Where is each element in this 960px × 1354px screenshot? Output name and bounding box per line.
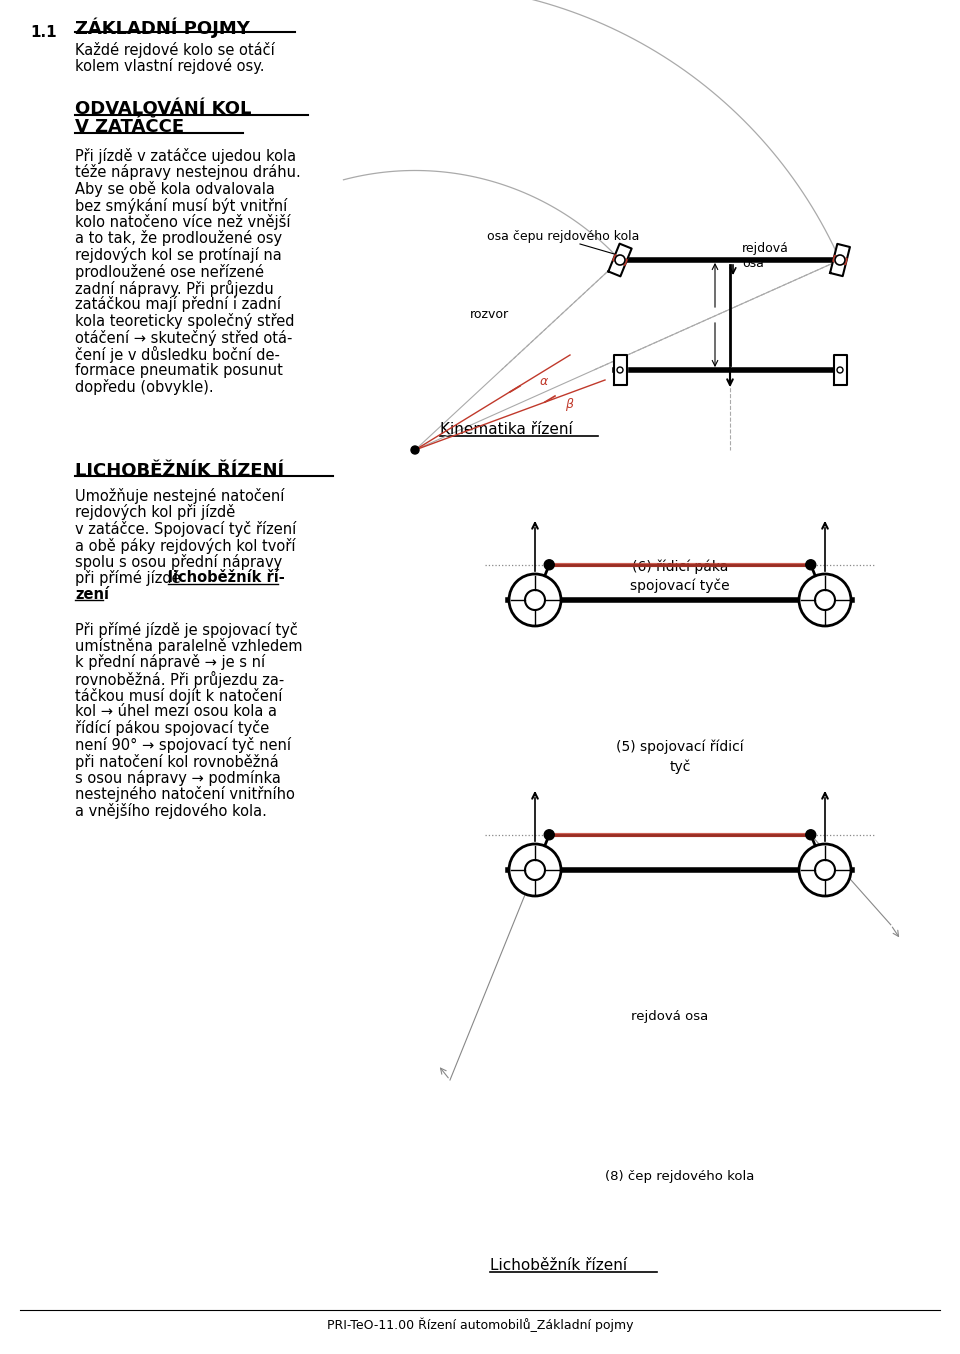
Text: a to tak, že prodloužené osy: a to tak, že prodloužené osy — [75, 230, 282, 246]
Circle shape — [509, 844, 561, 896]
Text: rozvor: rozvor — [470, 309, 509, 321]
Circle shape — [805, 559, 816, 570]
Text: rejdová osa: rejdová osa — [632, 1010, 708, 1024]
Text: kolem vlastní rejdové osy.: kolem vlastní rejdové osy. — [75, 58, 265, 74]
Text: Umožňuje nestejné natočení: Umožňuje nestejné natočení — [75, 487, 284, 504]
Text: zení: zení — [75, 588, 109, 603]
Text: při natočení kol rovnoběžná: při natočení kol rovnoběžná — [75, 753, 278, 769]
Text: PRI-TeO-11.00 Řízení automobilů_Základní pojmy: PRI-TeO-11.00 Řízení automobilů_Základní… — [326, 1317, 634, 1332]
Circle shape — [544, 559, 554, 570]
Text: zatáčkou mají přední i zadní: zatáčkou mají přední i zadní — [75, 297, 281, 313]
Text: formace pneumatik posunut: formace pneumatik posunut — [75, 363, 283, 378]
Text: v zatáčce. Spojovací tyč řízení: v zatáčce. Spojovací tyč řízení — [75, 521, 297, 538]
Text: Při jízdě v zatáčce ujedou kola: Při jízdě v zatáčce ujedou kola — [75, 148, 296, 164]
Circle shape — [799, 844, 851, 896]
Circle shape — [544, 830, 554, 839]
Text: LICHOBĚŽNÍK ŘÍZENÍ: LICHOBĚŽNÍK ŘÍZENÍ — [75, 462, 284, 481]
Text: k přední nápravě → je s ní: k přední nápravě → je s ní — [75, 654, 265, 670]
Text: prodloužené ose neřízené: prodloužené ose neřízené — [75, 264, 264, 279]
Polygon shape — [612, 255, 627, 265]
Text: umístněna paralelně vzhledem: umístněna paralelně vzhledem — [75, 638, 302, 654]
Text: nestejného natočení vnitřního: nestejného natočení vnitřního — [75, 787, 295, 803]
Circle shape — [815, 860, 835, 880]
Text: a vnějšího rejdového kola.: a vnějšího rejdového kola. — [75, 803, 267, 819]
Text: α: α — [540, 375, 548, 389]
Circle shape — [815, 590, 835, 611]
Text: při přímé jízdě: při přímé jízdě — [75, 570, 185, 586]
Text: (8) čep rejdového kola: (8) čep rejdového kola — [606, 1170, 755, 1183]
Text: rejdových kol se protínají na: rejdových kol se protínají na — [75, 246, 281, 263]
Text: táčkou musí dojít k natočení: táčkou musí dojít k natočení — [75, 688, 282, 704]
Circle shape — [805, 830, 816, 839]
Circle shape — [617, 367, 623, 372]
Text: V ZATÁČCE: V ZATÁČCE — [75, 118, 184, 135]
Text: Každé rejdové kolo se otáčí: Každé rejdové kolo se otáčí — [75, 42, 275, 58]
Text: kolo natočeno více než vnější: kolo natočeno více než vnější — [75, 214, 291, 230]
Text: rejdová
osa: rejdová osa — [742, 242, 789, 269]
Circle shape — [411, 445, 419, 454]
Text: (5) spojovací řídicí
tyč: (5) spojovací řídicí tyč — [616, 741, 744, 773]
Text: kol → úhel mezi osou kola a: kol → úhel mezi osou kola a — [75, 704, 277, 719]
Text: Aby se obě kola odvalovala: Aby se obě kola odvalovala — [75, 181, 275, 196]
Polygon shape — [833, 355, 847, 385]
Polygon shape — [830, 244, 850, 276]
Text: rovnoběžná. Při průjezdu za-: rovnoběžná. Při průjezdu za- — [75, 672, 284, 688]
Polygon shape — [609, 244, 632, 276]
Text: lichoběžník ří-: lichoběžník ří- — [168, 570, 285, 585]
Text: a obě páky rejdových kol tvoří: a obě páky rejdových kol tvoří — [75, 538, 296, 554]
Text: není 90° → spojovací tyč není: není 90° → spojovací tyč není — [75, 737, 291, 753]
Text: otáčení → skutečný střed otá-: otáčení → skutečný střed otá- — [75, 329, 293, 345]
Text: (6) řídicí páka
spojovací tyče: (6) řídicí páka spojovací tyče — [630, 559, 730, 593]
Polygon shape — [833, 256, 847, 264]
Text: bez smýkání musí být vnitřní: bez smýkání musí být vnitřní — [75, 198, 287, 214]
Polygon shape — [613, 355, 627, 385]
Text: Lichoběžník řízení: Lichoběžník řízení — [490, 1258, 627, 1273]
Text: β: β — [565, 398, 573, 412]
Text: s osou nápravy → podmínka: s osou nápravy → podmínka — [75, 770, 281, 787]
Text: dopředu (obvykle).: dopředu (obvykle). — [75, 379, 214, 395]
Text: ODVALOVÁNÍ KOL: ODVALOVÁNÍ KOL — [75, 100, 252, 118]
Text: osa čepu rejdového kola: osa čepu rejdového kola — [487, 230, 639, 242]
Text: téže nápravy nestejnou dráhu.: téže nápravy nestejnou dráhu. — [75, 164, 300, 180]
Text: řídící pákou spojovací tyče: řídící pákou spojovací tyče — [75, 720, 269, 737]
Text: ZÁKLADNÍ POJMY: ZÁKLADNÍ POJMY — [75, 18, 250, 38]
Circle shape — [799, 574, 851, 626]
Text: zadní nápravy. Při průjezdu: zadní nápravy. Při průjezdu — [75, 280, 274, 297]
Text: rejdových kol při jízdě: rejdových kol při jízdě — [75, 505, 235, 520]
Text: 1.1: 1.1 — [30, 24, 57, 41]
Circle shape — [525, 860, 545, 880]
Circle shape — [615, 255, 625, 265]
Circle shape — [509, 574, 561, 626]
Text: .: . — [103, 588, 108, 603]
Text: Při přímé jízdě je spojovací tyč: Při přímé jízdě je spojovací tyč — [75, 621, 298, 638]
Circle shape — [525, 590, 545, 611]
Circle shape — [837, 367, 843, 372]
Text: čení je v důsledku boční de-: čení je v důsledku boční de- — [75, 347, 280, 363]
Text: spolu s osou přední nápravy: spolu s osou přední nápravy — [75, 554, 282, 570]
Text: Kinematika řízení: Kinematika řízení — [440, 422, 573, 437]
Circle shape — [835, 255, 845, 265]
Text: kola teoreticky společný střed: kola teoreticky společný střed — [75, 313, 295, 329]
